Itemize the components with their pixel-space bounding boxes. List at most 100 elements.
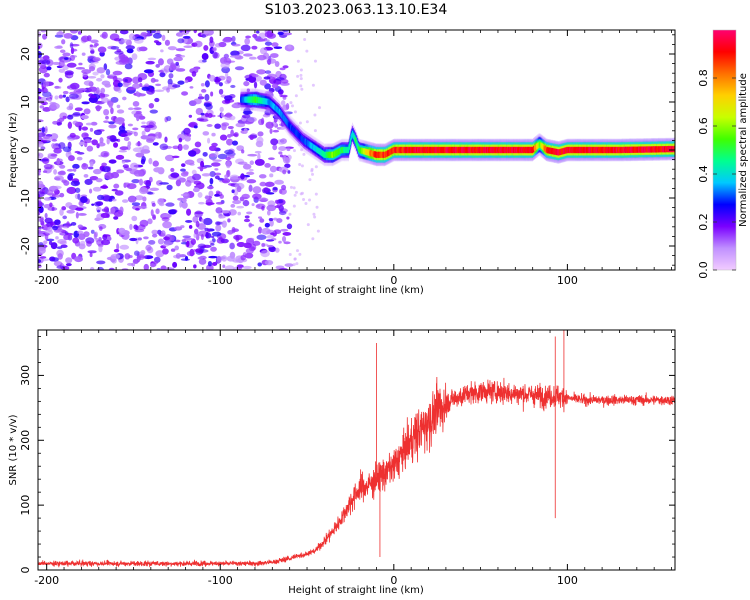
- heatmap-noise-blob: [132, 258, 139, 264]
- heatmap-noise-blob: [132, 127, 139, 131]
- heatmap-noise-blob: [212, 159, 222, 162]
- heatmap-noise-blob: [186, 240, 190, 248]
- heatmap-noise-blob: [214, 123, 222, 129]
- heatmap-noise-blob: [159, 72, 166, 78]
- heatmap-noise-blob: [46, 189, 54, 196]
- heatmap-noise-blob: [86, 145, 94, 152]
- heatmap-noise-blob: [161, 34, 166, 42]
- heatmap-noise-blob: [143, 69, 154, 74]
- heatmap-noise-blob: [57, 238, 67, 244]
- heatmap-noise-blob: [286, 147, 291, 152]
- heatmap-noise-blob: [179, 30, 183, 34]
- heatmap-noise-blob: [261, 117, 265, 125]
- heatmap-noise-blob: [106, 137, 110, 145]
- heatmap-noise-blob: [64, 57, 69, 60]
- heatmap-noise-blob: [90, 48, 95, 55]
- heatmap-noise-blob: [299, 192, 303, 196]
- heatmap-noise-blob: [114, 121, 125, 125]
- snr-panel: -200 -100 0 100 0 100 200 300 Height of straig…: [8, 329, 676, 596]
- heatmap-noise-blob: [88, 86, 98, 92]
- heatmap-noise-blob: [129, 223, 133, 230]
- heatmap-noise-blob: [198, 93, 203, 97]
- heatmap-noise-blob: [273, 46, 283, 49]
- heatmap-noise-blob: [274, 247, 280, 253]
- heatmap-noise-blob: [242, 265, 252, 270]
- heatmap-noise-blob: [182, 144, 189, 150]
- heatmap-noise-blob: [165, 202, 175, 207]
- heatmap-noise-blob: [92, 71, 99, 76]
- heatmap-noise-blob: [235, 122, 246, 128]
- heatmap-noise-blob: [215, 207, 223, 214]
- heatmap-noise-blob: [180, 193, 189, 197]
- heatmap-noise-blob: [88, 188, 93, 194]
- heatmap-noise-blob: [81, 132, 89, 139]
- heatmap-noise-blob: [245, 35, 252, 39]
- heatmap-noise-blob: [199, 249, 209, 253]
- heatmap-noise-blob: [290, 104, 294, 108]
- heatmap-noise-blob: [61, 206, 67, 211]
- heatmap-noise-blob: [120, 56, 130, 64]
- heatmap-noise-blob: [166, 184, 173, 191]
- heatmap-noise-blob: [170, 167, 175, 173]
- heatmap-noise-blob: [54, 175, 64, 181]
- heatmap-noise-blob: [261, 242, 266, 248]
- heatmap-noise-blob: [112, 70, 123, 76]
- heatmap-noise-blob: [316, 229, 320, 233]
- heatmap-noise-blob: [246, 211, 253, 215]
- heatmap-ridge: [240, 88, 675, 167]
- heatmap-noise-blob: [266, 204, 277, 212]
- heatmap-noise-blob: [224, 149, 234, 155]
- heatmap-noise-blob: [93, 232, 97, 240]
- heatmap-noise-blob: [38, 169, 42, 173]
- heatmap-noise-blob: [295, 262, 299, 266]
- heatmap-noise-blob: [214, 172, 222, 176]
- heatmap-noise-blob: [73, 88, 83, 94]
- heatmap-noise-blob: [76, 156, 83, 161]
- heatmap-noise-blob: [270, 138, 279, 146]
- heatmap-noise-blob: [59, 49, 66, 53]
- heatmap-noise-blob: [54, 219, 61, 226]
- heatmap-noise-blob: [298, 162, 302, 166]
- heatmap-noise-blob: [282, 156, 291, 164]
- heatmap-noise-blob: [125, 45, 136, 50]
- heatmap-noise-blob: [272, 144, 278, 151]
- heatmap-noise-blob: [131, 178, 140, 184]
- heatmap-noise-blob: [44, 233, 49, 240]
- heatmap-noise-blob: [58, 94, 64, 99]
- heatmap-noise-blob: [300, 87, 304, 91]
- heatmap-noise-blob: [152, 160, 159, 167]
- heatmap-noise-blob: [108, 121, 115, 125]
- heatmap-noise-blob: [293, 193, 297, 197]
- heatmap-noise-blob: [72, 120, 79, 125]
- heatmap-noise-blob: [269, 173, 274, 178]
- heatmap-noise-blob: [81, 35, 90, 43]
- heatmap-noise-blob: [272, 217, 279, 221]
- heatmap-noise-blob: [150, 209, 154, 217]
- heatmap-noise-blob: [143, 236, 149, 240]
- heatmap-noise-blob: [133, 131, 138, 137]
- heatmap-noise-blob: [189, 163, 195, 166]
- x-tick-label: -100: [208, 574, 233, 587]
- heatmap-noise-blob: [50, 242, 58, 250]
- heatmap-noise-blob: [248, 56, 257, 60]
- heatmap-noise-blob: [49, 220, 54, 227]
- heatmap-noise-blob: [89, 176, 99, 181]
- heatmap-noise-blob: [269, 219, 274, 227]
- heatmap-noise-blob: [205, 231, 209, 239]
- heatmap-noise-blob: [51, 138, 58, 142]
- heatmap-noise-blob: [108, 159, 117, 164]
- heatmap-noise-blob: [39, 105, 45, 109]
- snr-x-axis-label: Height of straight line (km): [288, 585, 424, 596]
- heatmap-noise-blob: [279, 188, 287, 195]
- heatmap-noise-blob: [42, 34, 47, 40]
- heatmap-noise-blob: [252, 186, 262, 194]
- heatmap-noise-blob: [38, 152, 44, 159]
- heatmap-noise-blob: [81, 52, 86, 56]
- heatmap-noise-blob: [305, 120, 309, 124]
- heatmap-noise-blob: [67, 121, 73, 129]
- heatmap-noise-blob: [89, 44, 94, 48]
- heatmap-noise-blob: [202, 59, 207, 63]
- heatmap-noise-blob: [294, 94, 298, 98]
- heatmap-noise-blob: [159, 143, 169, 151]
- heatmap-noise-blob: [181, 91, 189, 96]
